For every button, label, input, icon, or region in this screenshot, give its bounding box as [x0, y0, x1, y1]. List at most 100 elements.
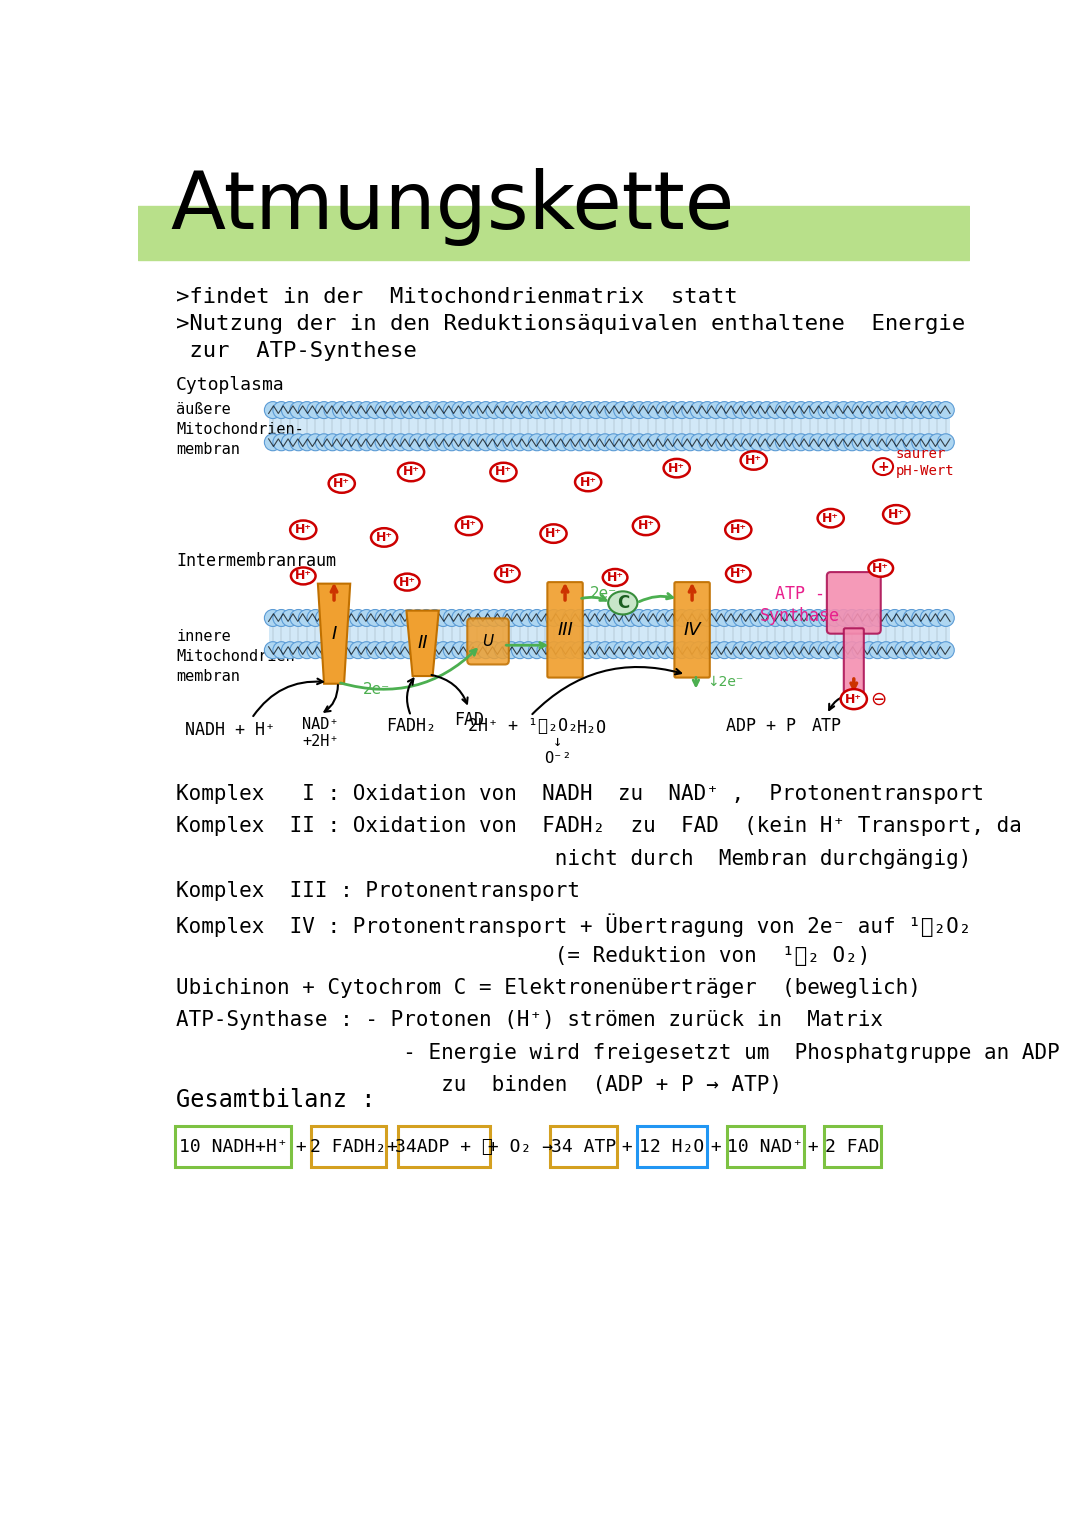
Circle shape — [307, 434, 324, 450]
Circle shape — [716, 641, 733, 658]
Circle shape — [741, 609, 758, 626]
Text: H⁺: H⁺ — [376, 531, 393, 544]
Circle shape — [690, 609, 707, 626]
Circle shape — [571, 609, 588, 626]
Text: saurer
pH-Wert: saurer pH-Wert — [895, 447, 954, 478]
Circle shape — [580, 641, 596, 658]
Circle shape — [418, 402, 434, 418]
Circle shape — [894, 434, 912, 450]
Circle shape — [359, 609, 375, 626]
Ellipse shape — [725, 521, 752, 539]
Ellipse shape — [663, 460, 690, 478]
Circle shape — [912, 641, 929, 658]
Circle shape — [460, 641, 477, 658]
Text: ATP-Synthase : - Protonen (H⁺) strömen zurück in  Matrix: ATP-Synthase : - Protonen (H⁺) strömen z… — [176, 1011, 883, 1031]
FancyBboxPatch shape — [843, 628, 864, 693]
Circle shape — [869, 434, 886, 450]
Circle shape — [409, 434, 427, 450]
FancyBboxPatch shape — [397, 1125, 490, 1167]
Text: +: + — [285, 1138, 318, 1156]
Text: 2 FAD: 2 FAD — [825, 1138, 879, 1156]
Text: 34 ATP: 34 ATP — [551, 1138, 617, 1156]
FancyBboxPatch shape — [824, 1125, 881, 1167]
Circle shape — [333, 402, 350, 418]
Ellipse shape — [840, 689, 867, 709]
Circle shape — [486, 434, 503, 450]
Circle shape — [818, 402, 835, 418]
Bar — [269, 405, 950, 447]
Circle shape — [298, 434, 315, 450]
Circle shape — [324, 434, 341, 450]
Text: Ubichinon + Cytochrom C = Elektronenüberträger  (beweglich): Ubichinon + Cytochrom C = Elektronenüber… — [176, 977, 921, 997]
Ellipse shape — [883, 505, 909, 524]
Ellipse shape — [456, 516, 482, 534]
Text: Atmungskette: Atmungskette — [170, 168, 734, 246]
Circle shape — [793, 641, 809, 658]
Circle shape — [341, 641, 357, 658]
Circle shape — [673, 402, 690, 418]
Text: H⁺: H⁺ — [334, 476, 350, 490]
Circle shape — [878, 434, 894, 450]
Text: (= Reduktion von  ¹⁄₂ O₂): (= Reduktion von ¹⁄₂ O₂) — [176, 945, 870, 965]
Circle shape — [298, 402, 315, 418]
Circle shape — [912, 402, 929, 418]
Text: nicht durch  Membran durchgängig): nicht durch Membran durchgängig) — [176, 849, 972, 869]
Circle shape — [920, 434, 937, 450]
Circle shape — [716, 434, 733, 450]
Ellipse shape — [291, 521, 316, 539]
Circle shape — [631, 641, 648, 658]
Circle shape — [503, 402, 519, 418]
Circle shape — [843, 641, 861, 658]
Circle shape — [758, 641, 775, 658]
Text: 2e⁻: 2e⁻ — [590, 586, 617, 602]
Circle shape — [359, 434, 375, 450]
Circle shape — [580, 609, 596, 626]
Circle shape — [273, 609, 289, 626]
Circle shape — [512, 641, 528, 658]
Circle shape — [495, 641, 511, 658]
Circle shape — [477, 641, 495, 658]
Circle shape — [571, 641, 588, 658]
Circle shape — [554, 609, 571, 626]
Circle shape — [350, 641, 366, 658]
Circle shape — [750, 402, 767, 418]
Circle shape — [801, 609, 818, 626]
Circle shape — [665, 609, 681, 626]
Circle shape — [767, 434, 784, 450]
Circle shape — [665, 434, 681, 450]
Circle shape — [733, 434, 750, 450]
Circle shape — [767, 609, 784, 626]
Circle shape — [937, 609, 955, 626]
Text: H⁺: H⁺ — [730, 567, 746, 580]
Text: IV: IV — [684, 621, 701, 638]
Circle shape — [826, 434, 843, 450]
Circle shape — [375, 641, 392, 658]
Circle shape — [843, 434, 861, 450]
Text: C: C — [617, 594, 629, 612]
Ellipse shape — [575, 473, 602, 492]
Circle shape — [673, 434, 690, 450]
Circle shape — [733, 641, 750, 658]
Circle shape — [929, 609, 946, 626]
Circle shape — [657, 609, 673, 626]
Circle shape — [375, 434, 392, 450]
Circle shape — [793, 434, 809, 450]
Circle shape — [273, 402, 289, 418]
Circle shape — [767, 402, 784, 418]
Text: Komplex  IV : Protonentransport + Übertragung von 2e⁻ auf ¹⁄₂O₂: Komplex IV : Protonentransport + Übertra… — [176, 913, 972, 938]
Text: +: + — [797, 1138, 831, 1156]
Circle shape — [528, 402, 545, 418]
Circle shape — [333, 434, 350, 450]
Circle shape — [665, 641, 681, 658]
Circle shape — [451, 434, 469, 450]
Circle shape — [589, 434, 605, 450]
Text: Komplex  II : Oxidation von  FADH₂  zu  FAD  (kein H⁺ Transport, da: Komplex II : Oxidation von FADH₂ zu FAD … — [176, 815, 1022, 837]
Circle shape — [613, 434, 631, 450]
Circle shape — [818, 641, 835, 658]
Circle shape — [315, 434, 333, 450]
Ellipse shape — [608, 591, 637, 614]
Text: H₂O: H₂O — [577, 719, 607, 738]
Circle shape — [903, 641, 920, 658]
Circle shape — [639, 641, 657, 658]
Circle shape — [741, 434, 758, 450]
